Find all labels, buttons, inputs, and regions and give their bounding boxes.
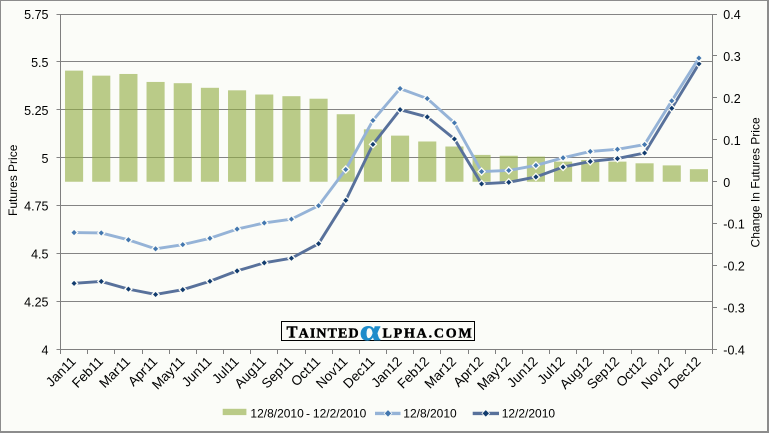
- svg-text:0.3: 0.3: [723, 50, 740, 64]
- svg-text:-0.4: -0.4: [723, 344, 745, 358]
- svg-text:5.5: 5.5: [31, 56, 48, 70]
- svg-text:0.4: 0.4: [723, 8, 740, 22]
- svg-text:-0.3: -0.3: [723, 302, 745, 316]
- svg-text:4: 4: [42, 344, 49, 358]
- svg-text:0.2: 0.2: [723, 92, 740, 106]
- svg-text:4.25: 4.25: [24, 296, 48, 310]
- svg-text:12/8/2010: 12/8/2010: [403, 407, 457, 421]
- svg-text:α: α: [360, 314, 381, 347]
- svg-text:5: 5: [42, 152, 49, 166]
- svg-text:LPHA.COM: LPHA.COM: [383, 327, 474, 342]
- svg-text:Futures Price: Futures Price: [6, 144, 20, 216]
- svg-text:TAINTED: TAINTED: [287, 323, 360, 342]
- svg-text:5.75: 5.75: [24, 8, 48, 22]
- svg-text:-0.2: -0.2: [723, 260, 745, 274]
- svg-text:Change In Futures Price: Change In Futures Price: [749, 117, 763, 247]
- svg-text:12/8/2010: 12/8/2010: [250, 407, 304, 421]
- svg-text:-: -: [306, 407, 310, 421]
- svg-text:12/2/2010: 12/2/2010: [502, 407, 556, 421]
- svg-text:-0.1: -0.1: [723, 218, 745, 232]
- svg-text:0: 0: [723, 176, 730, 190]
- svg-text:5.25: 5.25: [24, 104, 48, 118]
- svg-text:4.5: 4.5: [31, 248, 48, 262]
- svg-text:0.1: 0.1: [723, 134, 740, 148]
- svg-text:12/2/2010: 12/2/2010: [313, 407, 367, 421]
- svg-text:4.75: 4.75: [24, 200, 48, 214]
